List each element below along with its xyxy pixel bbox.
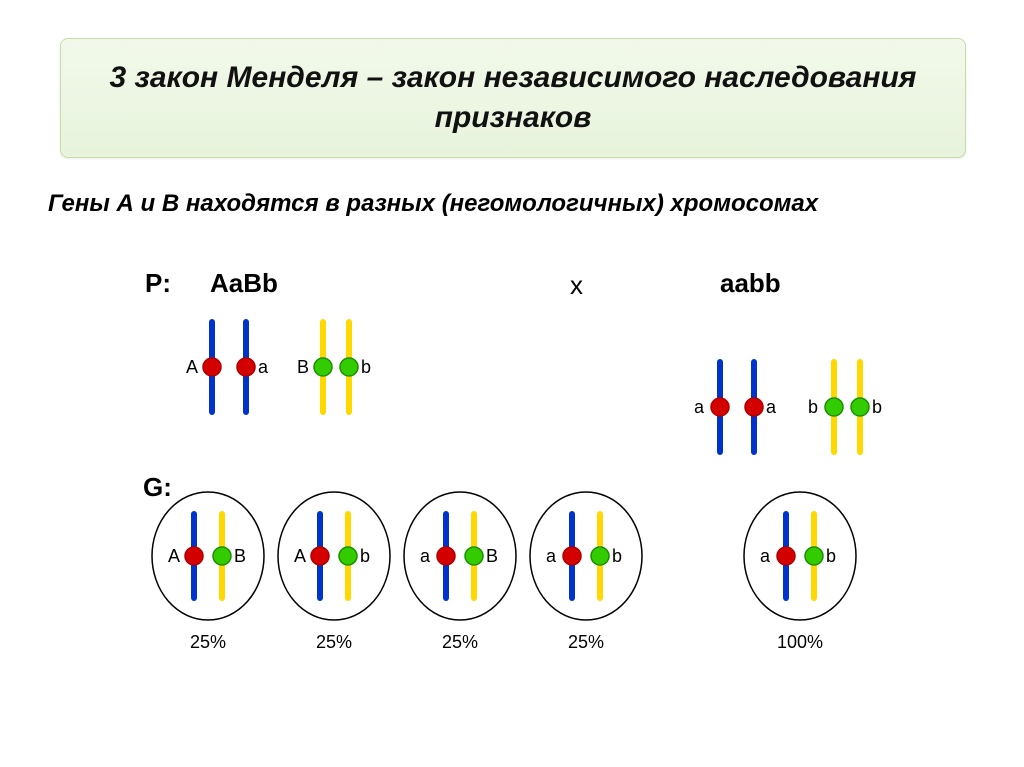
diagram-area: P:xG:AaBbaabbAaBbaabbAB25%Ab25%aB25%ab25… bbox=[0, 0, 1024, 767]
